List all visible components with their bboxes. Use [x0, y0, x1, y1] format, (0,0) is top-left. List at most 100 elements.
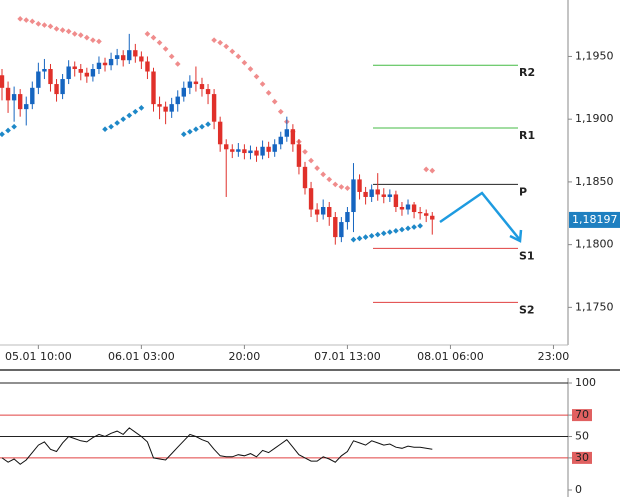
sar-dot [205, 121, 211, 128]
sar-dot [102, 126, 108, 133]
candle-body [133, 50, 138, 57]
x-tick-label: 06.01 03:00 [108, 350, 175, 363]
candle-body [363, 191, 368, 197]
candle-body [339, 222, 344, 238]
candle-body [151, 71, 156, 105]
candle-body [36, 71, 41, 88]
x-tick-label: 07.01 13:00 [314, 350, 381, 363]
candle-body [145, 61, 150, 72]
sar-dot [17, 15, 24, 22]
candle-body [90, 69, 96, 77]
candle-body [205, 89, 211, 95]
candle-body [224, 144, 229, 150]
y-tick-background [572, 451, 592, 464]
candle-body [424, 213, 429, 216]
x-tick-label: 23:00 [538, 350, 570, 363]
pivot-label: S1 [519, 249, 535, 262]
sar-dot [23, 17, 30, 23]
y-tick-label: 70 [575, 408, 589, 421]
candle-body [78, 69, 83, 73]
sar-dot [326, 176, 333, 183]
y-tick-label: 1,1800 [575, 238, 614, 251]
sar-dot [138, 105, 145, 111]
pivot-label: P [519, 185, 527, 198]
forecast-arrow [439, 191, 521, 241]
sar-dot [362, 234, 369, 240]
candle-body [393, 194, 399, 207]
candle-body [314, 209, 320, 215]
candle-body [302, 166, 308, 189]
candle-body [327, 207, 332, 218]
sar-dot [314, 165, 320, 171]
candle-body [254, 150, 259, 156]
candle-body [17, 94, 23, 110]
sar-dot [374, 231, 381, 238]
y-tick-label: 1,1950 [575, 49, 614, 62]
last-price-label: 1,18197 [572, 213, 618, 226]
candle-body [30, 87, 35, 105]
candle-body [272, 144, 277, 152]
sar-dot [59, 27, 66, 33]
sar-dot [429, 167, 436, 174]
candle-body [54, 84, 59, 95]
sar-dot [399, 226, 405, 233]
sar-dot [271, 98, 278, 105]
candle-body [11, 94, 17, 101]
sar-dot [405, 225, 411, 232]
candle-body [248, 150, 253, 154]
rsi-line [1, 427, 433, 465]
y-tick-label: 1,1850 [575, 175, 614, 188]
candle-body [72, 66, 77, 69]
y-tick-label: 1,1900 [575, 112, 614, 125]
sar-dot [29, 18, 36, 25]
candle-body [278, 136, 283, 145]
candle-body [266, 146, 271, 152]
x-tick-label: 08.01 06:00 [417, 350, 484, 363]
candle-body [108, 58, 114, 66]
candle-body [187, 81, 193, 88]
candle-body [42, 69, 47, 72]
candle-body [193, 81, 199, 85]
candle-body [430, 215, 435, 220]
candle-body [290, 129, 296, 145]
sar-dot [350, 236, 357, 243]
candle-body [357, 179, 362, 192]
candle-body [387, 194, 393, 197]
candle-body [163, 106, 168, 112]
candle-body [199, 84, 205, 90]
candle-body [5, 87, 11, 101]
sar-dot [320, 171, 327, 178]
candle-body [84, 72, 90, 77]
candle-body [236, 149, 241, 152]
sar-dot [187, 128, 193, 135]
y-tick-label: 0 [575, 483, 582, 496]
sar-dot [308, 157, 314, 164]
candle-body [399, 207, 405, 210]
candle-body [169, 104, 174, 112]
sar-dot [114, 120, 120, 126]
x-tick-label: 20:00 [229, 350, 261, 363]
candle-body [60, 79, 65, 95]
candle-body [24, 104, 29, 110]
sar-dot [356, 235, 363, 242]
candle-body [369, 189, 374, 197]
sar-dot [132, 108, 139, 115]
sar-dot [53, 26, 60, 32]
sar-dot [126, 112, 133, 119]
pivot-label: R1 [519, 129, 535, 142]
candle-body [242, 149, 247, 154]
sar-dot [277, 108, 284, 115]
last-price-box [569, 211, 620, 228]
sar-dot [180, 131, 187, 138]
forecast-arrow-head [509, 229, 523, 243]
y-tick-label: 50 [575, 430, 589, 443]
candle-body [139, 56, 144, 62]
candle-body [102, 62, 108, 66]
sar-dot [368, 233, 375, 239]
candle-body [114, 55, 120, 59]
sar-dot [332, 181, 339, 188]
candle-body [157, 104, 162, 107]
candle-body [381, 194, 386, 197]
